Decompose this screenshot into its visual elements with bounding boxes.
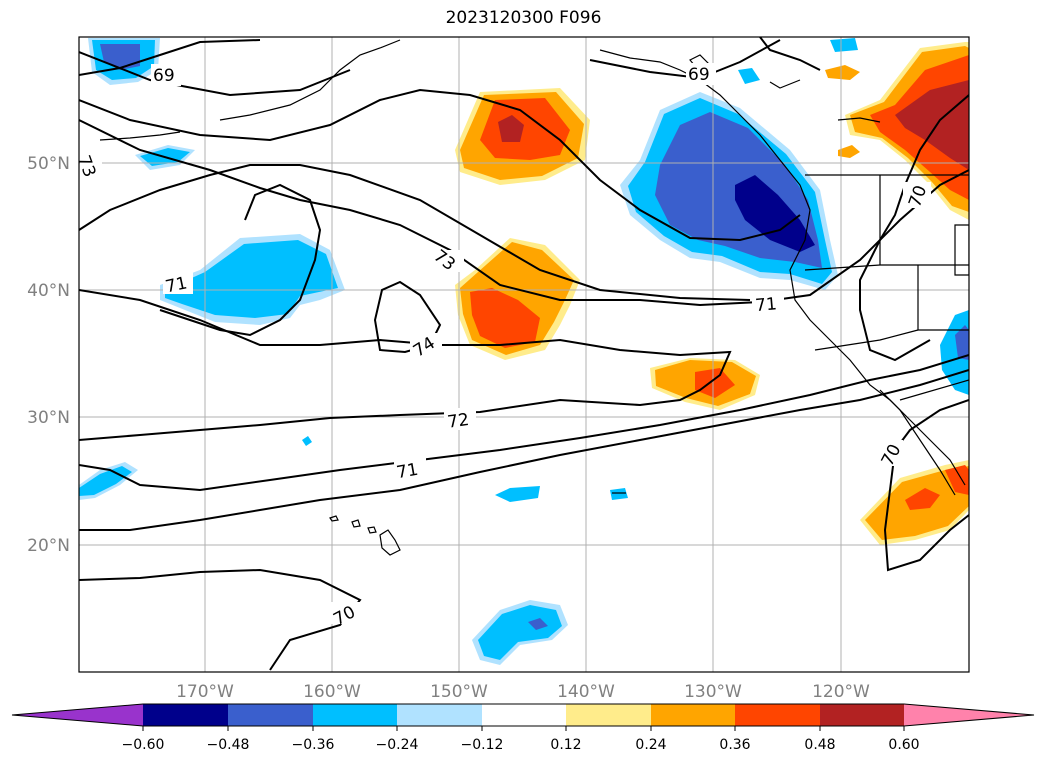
lon-tick-label: 160°W: [303, 682, 361, 702]
colorbar-swatch: [397, 704, 482, 726]
colorbar-tick-label: −0.12: [461, 737, 504, 753]
lon-axis-labels: 170°W 160°W 150°W 140°W 130°W 120°W: [176, 682, 870, 702]
lon-tick-label: 150°W: [430, 682, 488, 702]
colorbar: −0.60 −0.48 −0.36 −0.24 −0.12 0.12 0.24 …: [11, 703, 1035, 753]
contour-70-se: [883, 399, 969, 572]
colorbar-swatch: [313, 704, 397, 726]
contour-70-s: [79, 369, 969, 531]
contour-71-top: [759, 37, 821, 71]
coastlines: [99, 39, 969, 556]
colorbar-swatch: [651, 704, 735, 726]
contour-label: 71: [164, 273, 189, 297]
lat-tick-label: 40°N: [27, 281, 70, 301]
lat-tick-label: 50°N: [27, 154, 70, 174]
colorbar-swatch: [566, 704, 651, 726]
contour-label-group: 69 69 71 73 73 74 71 72 71 70 70 70: [73, 63, 931, 630]
colorbar-max-extension: [904, 704, 1034, 726]
colorbar-tick-label: −0.36: [292, 737, 335, 753]
contour-69: [79, 39, 261, 76]
colorbar-tick-label: −0.60: [122, 737, 165, 753]
contour-label: 71: [754, 294, 777, 316]
colorbar-tick-label: −0.24: [376, 737, 419, 753]
colorbar-tick-label: 0.60: [888, 737, 919, 753]
colorbar-tick-label: −0.48: [207, 737, 250, 753]
contour-label: 72: [446, 410, 470, 433]
lon-tick-label: 130°W: [684, 682, 742, 702]
colorbar-tick-label: 0.48: [804, 737, 835, 753]
colorbar-swatch: [820, 704, 904, 726]
colorbar-swatch: [143, 704, 228, 726]
lat-tick-label: 30°N: [27, 408, 70, 428]
contour-71-n: [79, 88, 801, 242]
lon-tick-label: 170°W: [176, 682, 234, 702]
contour-72-top: [79, 51, 351, 97]
contour-label: 73: [73, 153, 99, 180]
contour-72: [79, 289, 732, 441]
contour-72-n: [79, 164, 751, 301]
map-frame: [78, 36, 970, 673]
lon-tick-label: 140°W: [557, 682, 615, 702]
colorbar-swatch: [228, 704, 313, 726]
colorbar-swatch: [735, 704, 820, 726]
colorbar-tick-label: 0.36: [719, 737, 750, 753]
lat-tick-label: 20°N: [27, 536, 70, 556]
map-title: 2023120300 F096: [445, 8, 602, 28]
contour-73-loop: [159, 183, 322, 337]
lon-tick-label: 120°W: [812, 682, 870, 702]
colorbar-tick-label: 0.12: [550, 737, 581, 753]
colorbar-tick-label: 0.24: [635, 737, 666, 753]
contour-71-s: [79, 354, 969, 492]
contour-70-ne: [859, 94, 969, 362]
contour-70-sw: [79, 568, 362, 671]
map-content: 69 69 71 73 73 74 71 72 71 70 70 70: [73, 37, 969, 672]
contour-label: 71: [395, 460, 420, 483]
colorbar-swatch: [482, 704, 566, 726]
graticule: [79, 37, 969, 672]
colorbar-min-extension: [12, 704, 143, 726]
contour-label: 69: [153, 66, 175, 86]
lat-axis-labels: 50°N 40°N 30°N 20°N: [27, 154, 70, 556]
contour-73-n: [79, 119, 969, 307]
height-contours: [79, 37, 969, 671]
contour-label: 69: [688, 65, 710, 85]
